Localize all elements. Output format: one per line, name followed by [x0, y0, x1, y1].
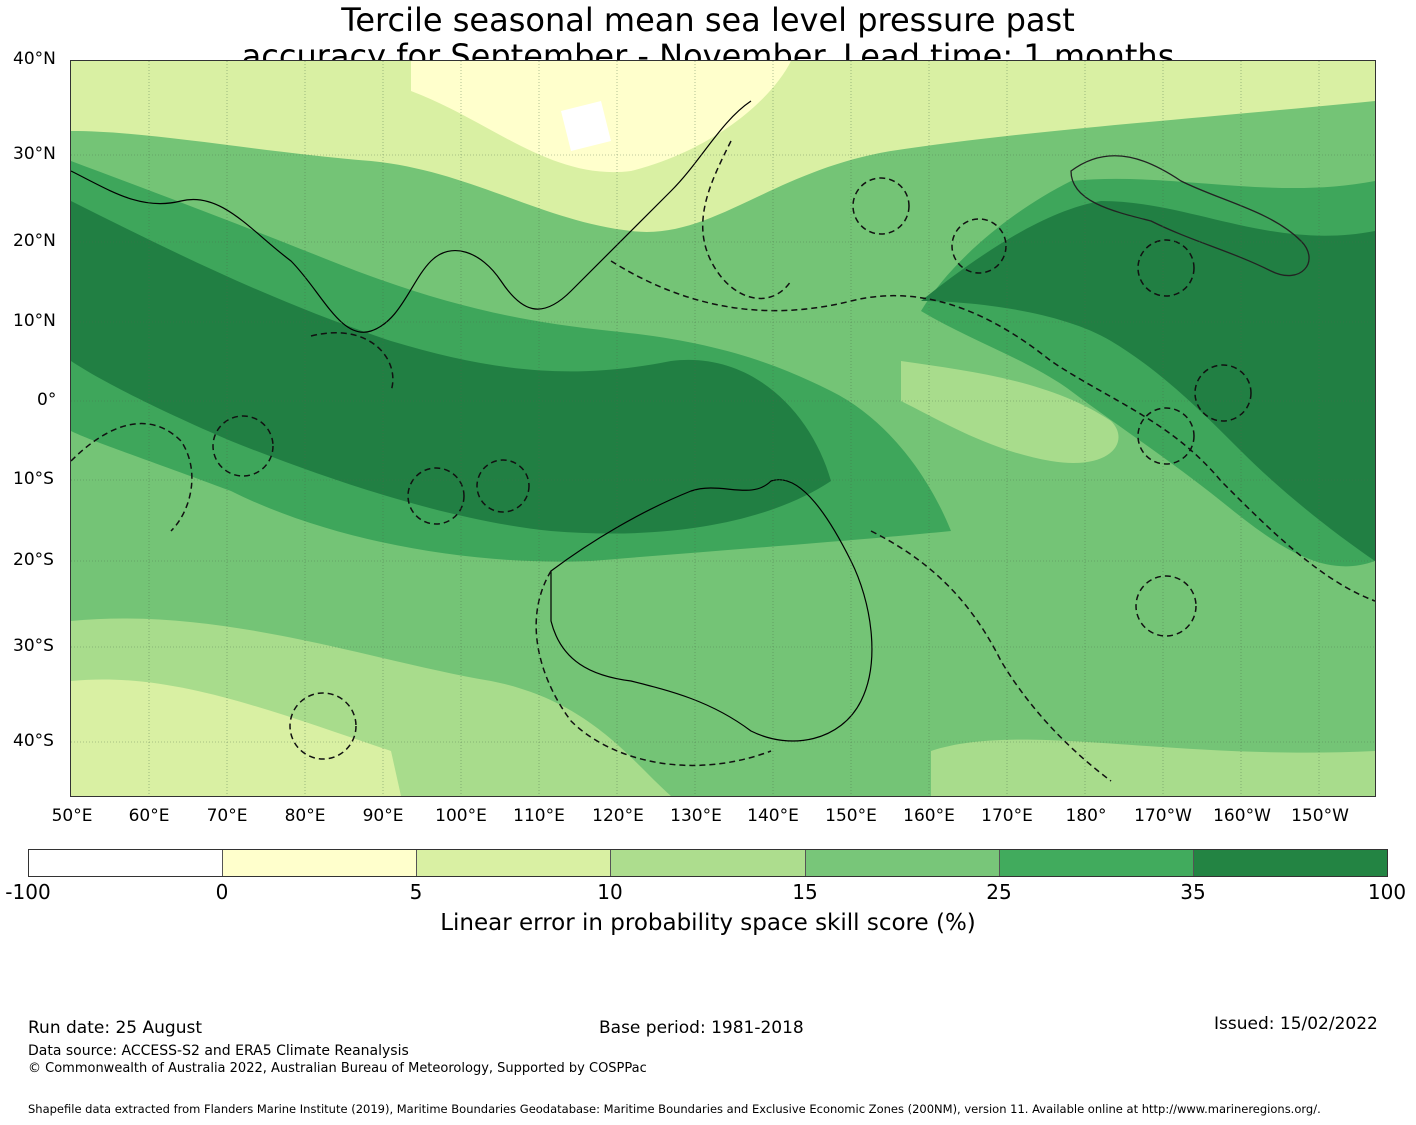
lon-label-100e: 100°E [435, 806, 487, 826]
australia-coastline [550, 479, 873, 742]
negative-skill-patch [561, 101, 611, 151]
lat-label-40n: 40°N [13, 49, 56, 69]
colorbar-tick: 35 [1180, 880, 1206, 904]
lon-label-160e: 160°E [903, 806, 955, 826]
colorbar-segment [223, 850, 418, 876]
colorbar-tick: 5 [409, 880, 423, 904]
eez-boundaries [71, 140, 1375, 782]
colorbar-tick: -100 [5, 880, 51, 904]
lon-label-160w: 160°W [1213, 806, 1271, 826]
lat-label-30n: 30°N [13, 144, 56, 164]
lon-label-180: 180° [1065, 806, 1107, 826]
issued-date: Issued: 15/02/2022 [1214, 1014, 1378, 1034]
lon-label-110e: 110°E [513, 806, 565, 826]
colorbar-segment [999, 850, 1194, 876]
lon-label-150w: 150°W [1291, 806, 1349, 826]
north-pacific-highest-region [921, 201, 1375, 561]
lon-label-140e: 140°E [747, 806, 799, 826]
lon-label-60e: 60°E [128, 806, 170, 826]
lat-label-30s: 30°S [13, 636, 54, 656]
lon-label-50e: 50°E [51, 806, 93, 826]
data-source: Data source: ACCESS-S2 and ERA5 Climate … [28, 1043, 409, 1059]
colorbar-tick: 10 [597, 880, 623, 904]
lon-label-130e: 130°E [670, 806, 722, 826]
lon-label-90e: 90°E [362, 806, 404, 826]
lon-label-70e: 70°E [206, 806, 248, 826]
lat-label-10n: 10°N [13, 311, 56, 331]
asia-coastline [71, 100, 752, 333]
colorbar-tick: 25 [986, 880, 1012, 904]
graticule [71, 61, 1375, 796]
lat-label-20s: 20°S [13, 550, 54, 570]
lon-label-150e: 150°E [825, 806, 877, 826]
lat-label-10s: 10°S [13, 469, 54, 489]
lat-label-20n: 20°N [13, 231, 56, 251]
skill-score-map [70, 60, 1376, 797]
colorbar [28, 849, 1388, 877]
lon-label-170e: 170°E [981, 806, 1033, 826]
map-title-line-1: Tercile seasonal mean sea level pressure… [341, 1, 1075, 39]
maritime-continent-highest-region [71, 201, 831, 534]
equatorial-low-region [901, 361, 1119, 463]
hawaii-eez-boundary [1070, 155, 1310, 277]
base-period: Base period: 1981-2018 [599, 1018, 804, 1038]
colorbar-segment [1193, 850, 1387, 876]
colorbar-segment [805, 850, 1000, 876]
northern-low-region [71, 61, 1375, 232]
colorbar-segment [611, 850, 806, 876]
southeast-low-region [931, 739, 1375, 796]
lon-label-80e: 80°E [284, 806, 326, 826]
lat-label-equator: 0° [37, 390, 57, 410]
colorbar-tick: 0 [215, 880, 229, 904]
colorbar-tick: 100 [1367, 880, 1407, 904]
lat-label-40s: 40°S [13, 731, 54, 751]
run-date: Run date: 25 August [28, 1018, 202, 1038]
southern-very-low-region [71, 679, 401, 796]
colorbar-segment [417, 850, 612, 876]
copyright: © Commonwealth of Australia 2022, Austra… [28, 1061, 647, 1076]
lon-label-170w: 170°W [1134, 806, 1192, 826]
colorbar-label: Linear error in probability space skill … [440, 910, 976, 936]
colorbar-segment [29, 850, 224, 876]
colorbar-tick: 15 [792, 880, 818, 904]
shapefile-credit: Shapefile data extracted from Flanders M… [28, 1102, 1321, 1116]
lon-label-120e: 120°E [592, 806, 644, 826]
map-canvas [71, 61, 1375, 796]
